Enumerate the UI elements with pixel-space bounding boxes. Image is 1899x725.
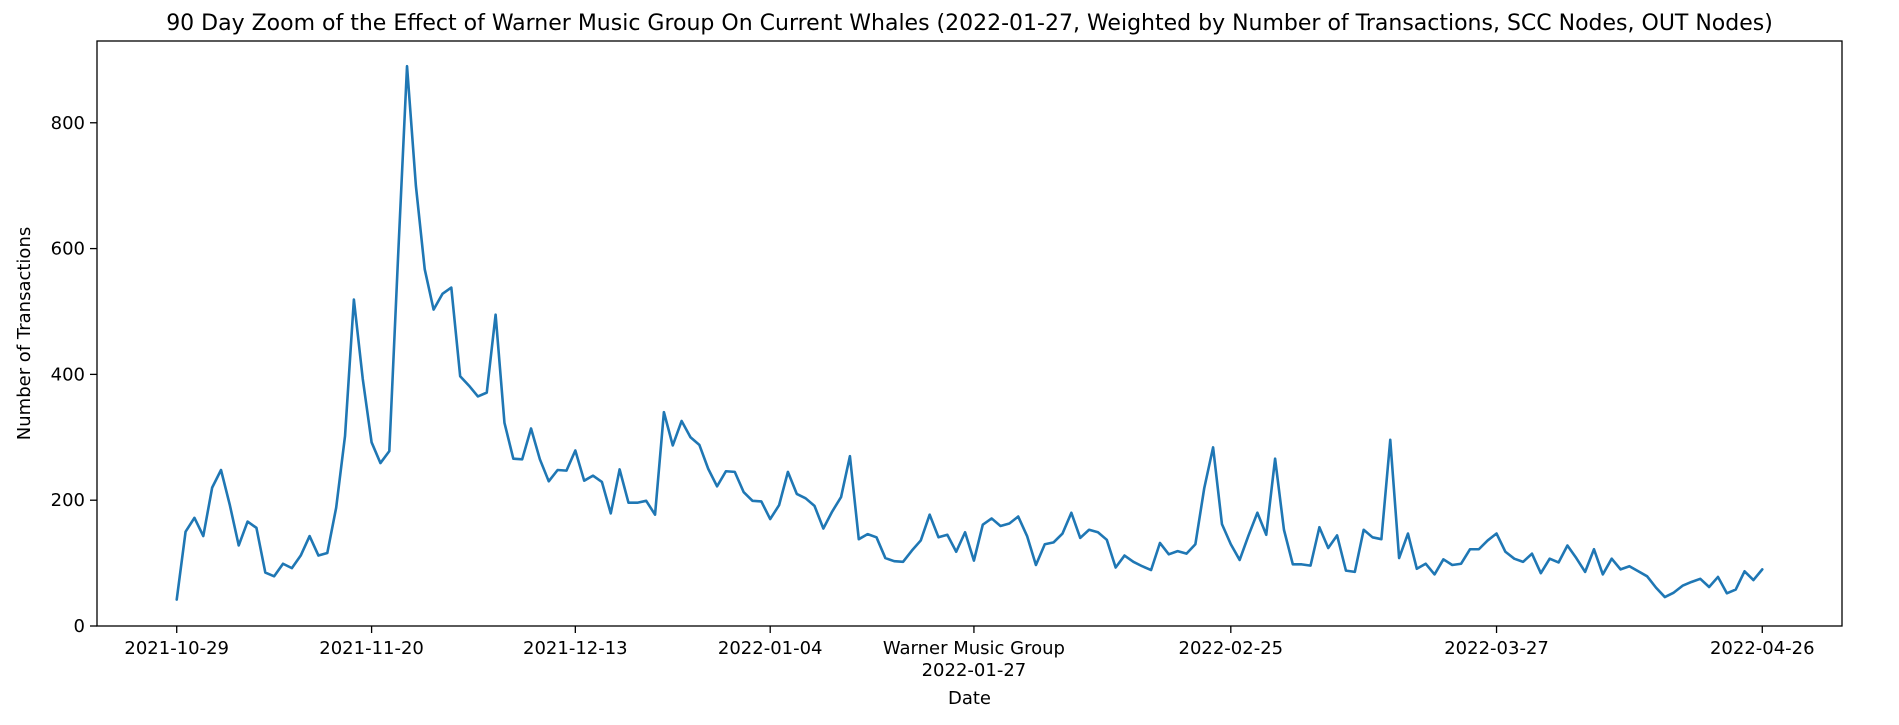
series-line-0 [175, 64, 1764, 601]
y-tick-label: 0 [74, 616, 85, 637]
y-tick-label: 200 [51, 490, 85, 511]
y-tick-label: 400 [51, 364, 85, 385]
x-tick-label: 2022-02-25 [1179, 638, 1284, 659]
plot-area [96, 40, 1843, 627]
x-tick-label: 2021-12-13 [523, 638, 628, 659]
x-tick-label: Warner Music Group 2022-01-27 [883, 638, 1065, 681]
x-axis-label: Date [948, 688, 991, 709]
x-axis: 2021-10-29 2021-11-20 2021-12-13 2022-01-04… [124, 626, 1815, 681]
x-tick-label: 2022-04-26 [1710, 638, 1815, 659]
y-axis: 0 200 400 600 800 [51, 113, 97, 637]
x-tick-label: 2022-03-27 [1444, 638, 1549, 659]
x-tick-label: 2022-01-04 [718, 638, 823, 659]
x-tick-label: 2021-10-29 [124, 638, 229, 659]
x-tick-label: 2021-11-20 [319, 638, 424, 659]
y-tick-label: 600 [51, 239, 85, 260]
y-axis-label: Number of Transactions [14, 227, 35, 440]
chart-title: 90 Day Zoom of the Effect of Warner Musi… [166, 11, 1773, 36]
series-layer [175, 64, 1764, 601]
y-tick-label: 800 [51, 113, 85, 134]
